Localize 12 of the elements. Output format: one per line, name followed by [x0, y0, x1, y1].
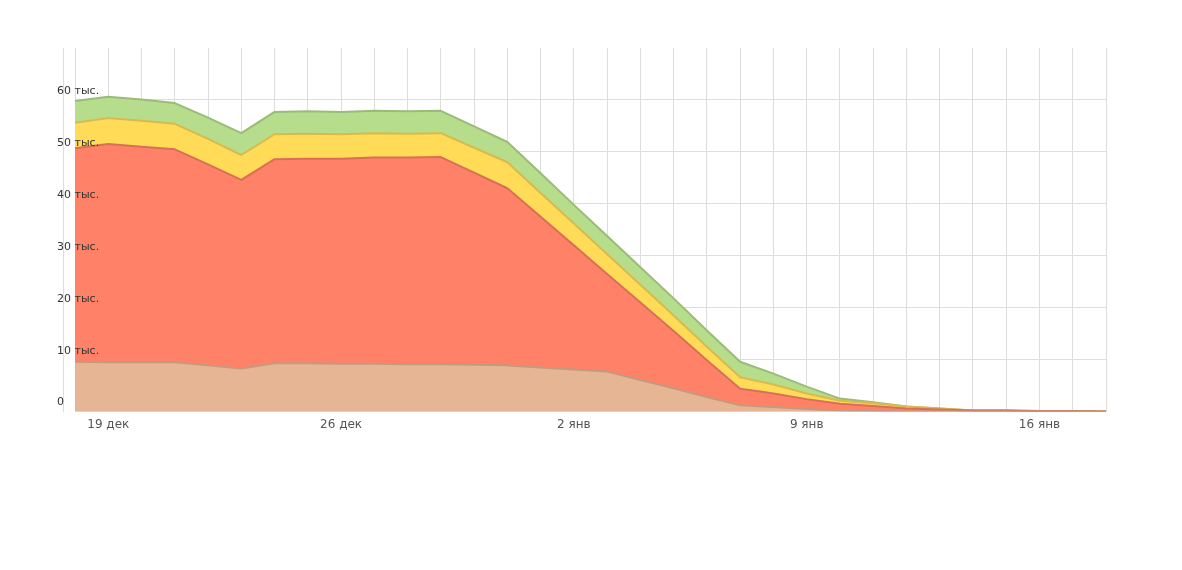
x-tick-label: 16 янв — [1018, 416, 1061, 431]
y-tick-label: 10 тыс. — [57, 343, 100, 357]
x-tick-label: 2 янв — [557, 416, 591, 431]
y-tick-label: 50 тыс. — [57, 135, 100, 149]
x-tick-label: 19 дек — [87, 416, 130, 431]
y-tick-label: 60 тыс. — [57, 83, 100, 97]
y-tick-label: 0 — [57, 395, 64, 409]
y-tick-label: 20 тыс. — [57, 291, 100, 305]
x-tick-label: 26 дек — [320, 416, 363, 431]
y-tick-label: 30 тыс. — [57, 239, 100, 253]
y-tick-label: 40 тыс. — [57, 187, 100, 201]
x-tick-label: 9 янв — [789, 416, 824, 431]
